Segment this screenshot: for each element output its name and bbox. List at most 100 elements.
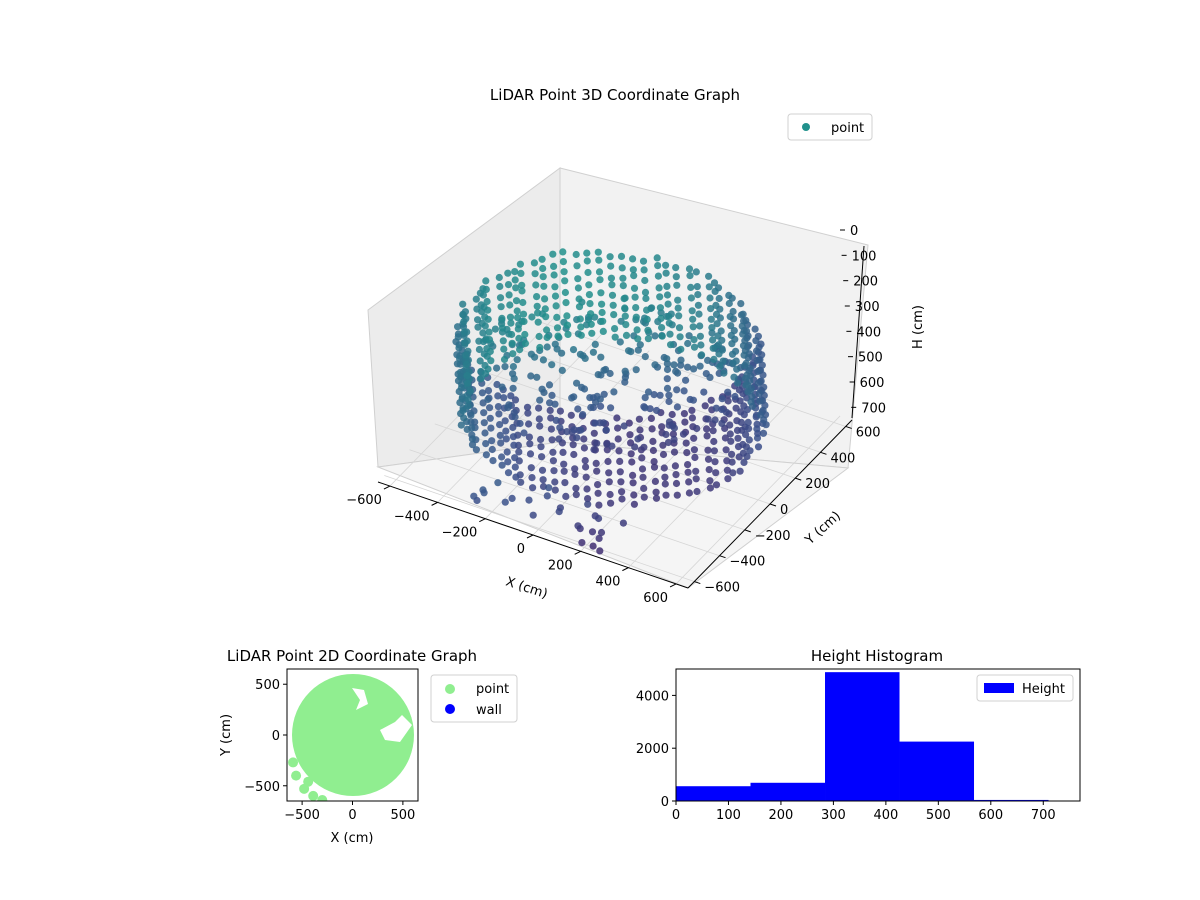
data-point [734, 434, 742, 442]
x-tick-mark [622, 567, 629, 572]
data-point [554, 332, 562, 340]
data-point [479, 291, 487, 299]
data-point [707, 396, 715, 404]
y-tick-label: −400 [730, 555, 766, 570]
data-point [711, 416, 719, 424]
data-point [632, 304, 640, 312]
data-point [525, 433, 534, 441]
data-point [692, 467, 700, 475]
data-point [545, 484, 553, 492]
data-point [457, 421, 465, 429]
data-point [621, 304, 629, 312]
gap-region [380, 715, 412, 742]
data-point [496, 282, 504, 291]
data-point [555, 435, 563, 443]
data-point [514, 314, 522, 322]
data-point [545, 381, 554, 389]
y-tick-label: 200 [805, 477, 830, 492]
data-point [558, 349, 566, 357]
data-point [548, 361, 556, 369]
data-point [569, 441, 577, 449]
data-point [629, 471, 637, 479]
data-point [607, 262, 615, 270]
data-point [692, 475, 700, 483]
data-point [507, 319, 515, 327]
x-tick-label: 500 [926, 808, 951, 823]
data-point [672, 264, 680, 272]
data-point [640, 484, 648, 492]
data-point [621, 367, 629, 375]
data-point [527, 372, 535, 380]
y-tick-mark [845, 425, 852, 429]
data-point [616, 468, 624, 476]
z-tick-label: 100 [852, 249, 877, 264]
histogram-bar [974, 799, 1049, 801]
data-point [455, 344, 463, 352]
data-point [486, 404, 494, 412]
data-point [573, 262, 581, 270]
data-point [585, 281, 593, 289]
y-tick-label: −200 [755, 529, 791, 544]
data-point [677, 361, 685, 369]
data-point [317, 794, 328, 801]
data-point [598, 308, 606, 317]
data-point [460, 414, 468, 422]
data-point [572, 250, 580, 259]
data-point [552, 302, 560, 310]
data-point [599, 419, 608, 427]
y-tick-mark [694, 581, 701, 585]
data-point [583, 485, 591, 493]
data-point [643, 315, 651, 323]
data-point [662, 491, 670, 499]
data-point [541, 295, 549, 303]
data-point [701, 402, 709, 410]
data-point [684, 468, 692, 476]
data-point [643, 306, 651, 314]
data-point [752, 337, 760, 345]
data-point [725, 299, 733, 308]
data-point [660, 464, 668, 472]
data-point [587, 320, 595, 328]
data-point [741, 362, 749, 370]
data-point [682, 439, 690, 447]
data-point [551, 486, 559, 494]
data-point [656, 304, 665, 312]
frame-histogram [675, 668, 1081, 802]
data-point [657, 314, 665, 322]
data-point [550, 271, 558, 279]
data-point [730, 373, 738, 381]
data-point [583, 257, 591, 265]
data-point [648, 425, 656, 433]
data-point [457, 384, 466, 392]
data-point [724, 388, 732, 396]
data-point [736, 467, 744, 475]
data-point [714, 332, 722, 340]
data-point [744, 418, 752, 426]
data-point [460, 318, 468, 326]
data-point [595, 534, 603, 543]
x-ticks-3d: −600 −400 −200 0 200 400 600 [346, 485, 677, 606]
data-point [551, 400, 559, 408]
data-point [602, 426, 610, 434]
x-tick-mark [479, 518, 486, 523]
data-point [710, 355, 718, 363]
x-tick-label: −600 [346, 493, 382, 508]
data-point [589, 348, 598, 356]
data-point [636, 426, 644, 434]
data-point [726, 430, 734, 438]
data-point [627, 450, 635, 458]
data-point [745, 436, 753, 444]
data-point [609, 301, 617, 309]
data-point [458, 395, 466, 403]
data-point [630, 284, 639, 292]
data-point [536, 343, 544, 352]
data-point [703, 432, 711, 440]
data-point [607, 404, 615, 412]
data-point [596, 276, 604, 284]
data-point [712, 404, 720, 412]
data-point [482, 285, 490, 293]
data-point [560, 268, 568, 276]
data-point [759, 429, 768, 437]
data-point [549, 457, 558, 465]
x-tick-label: 0 [517, 542, 525, 557]
